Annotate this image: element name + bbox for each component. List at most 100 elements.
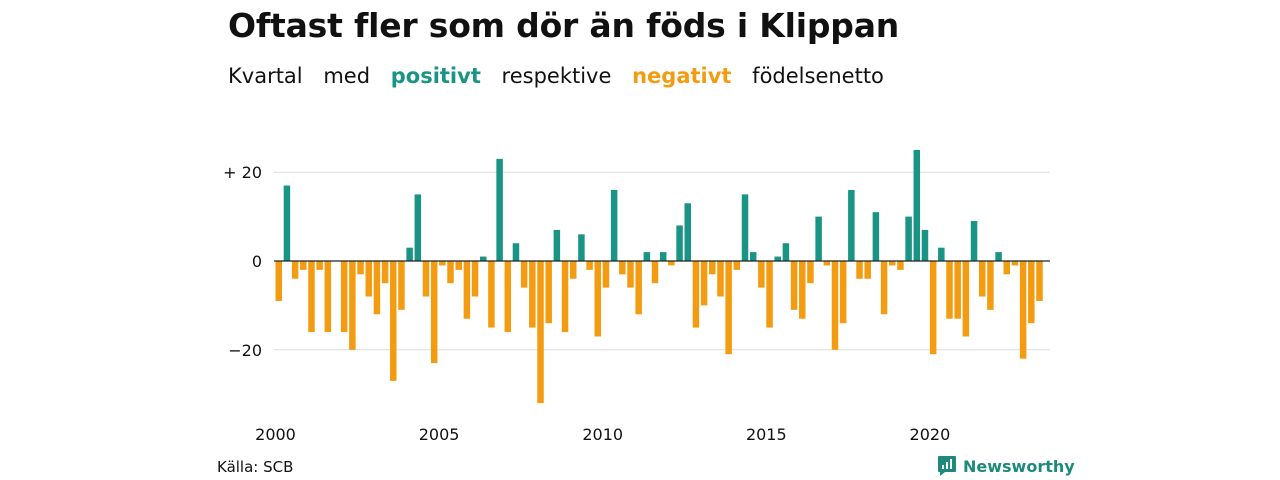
bar	[1028, 261, 1035, 324]
bar	[741, 194, 749, 261]
bar	[496, 158, 503, 261]
bar	[880, 261, 888, 315]
y-tick-label: −20	[228, 341, 262, 360]
bar	[586, 261, 593, 270]
y-tick-label: + 20	[223, 163, 262, 182]
brand-logo[interactable]: Newsworthy	[937, 455, 1075, 477]
bar	[733, 261, 741, 270]
bar	[471, 261, 479, 297]
bar	[381, 261, 389, 284]
bar	[676, 225, 683, 261]
subtitle-part-3: respektive	[501, 64, 612, 88]
x-tick-label: 2005	[419, 425, 460, 444]
bar	[398, 261, 405, 310]
bar	[717, 261, 724, 297]
bar	[561, 261, 569, 333]
bar	[921, 229, 929, 261]
y-axis-labels: + 20 0 −20	[223, 163, 262, 360]
bar	[569, 261, 577, 279]
bar	[938, 247, 945, 261]
source-credit: Källa: SCB	[217, 458, 294, 476]
bar	[422, 261, 430, 297]
bar	[692, 261, 700, 328]
bar	[390, 261, 397, 381]
bar	[414, 194, 422, 261]
bar	[889, 261, 896, 266]
bar	[619, 261, 626, 275]
bar	[594, 261, 602, 337]
bar	[758, 261, 765, 288]
bar	[1011, 261, 1019, 266]
bar	[627, 261, 634, 288]
bar	[340, 261, 348, 333]
bar	[774, 256, 781, 261]
bar	[790, 261, 798, 310]
bar	[406, 247, 413, 261]
bar	[864, 261, 871, 279]
bar	[684, 203, 691, 261]
chart-gridlines	[274, 171, 1050, 351]
bar	[635, 261, 642, 315]
bar	[643, 252, 651, 261]
bar	[480, 256, 487, 261]
bar	[995, 252, 1002, 261]
bar	[766, 261, 773, 328]
bar	[1019, 261, 1027, 359]
bar	[954, 261, 961, 319]
bar	[488, 261, 495, 328]
bar	[512, 243, 520, 261]
bar	[463, 261, 471, 319]
subtitle-part-1: Kvartal	[228, 64, 303, 88]
bar	[651, 261, 659, 284]
bar	[529, 261, 536, 328]
bar	[439, 261, 446, 266]
bar	[668, 261, 675, 266]
bar	[1003, 261, 1011, 275]
y-tick-label: 0	[252, 252, 262, 271]
bar	[839, 261, 847, 324]
bar	[537, 261, 544, 404]
bar	[553, 229, 561, 261]
bar	[978, 261, 986, 297]
bar	[610, 189, 618, 261]
newsworthy-logo-icon	[938, 456, 956, 476]
brand-name: Newsworthy	[963, 456, 1075, 476]
bar	[504, 261, 512, 333]
bar	[913, 150, 921, 261]
bar	[578, 234, 585, 261]
bar	[300, 261, 307, 270]
bar	[700, 261, 708, 306]
bar	[659, 252, 667, 261]
x-tick-label: 2020	[910, 425, 951, 444]
bar	[749, 252, 757, 261]
bar	[725, 261, 732, 355]
bar	[349, 261, 356, 350]
bar	[799, 261, 806, 319]
bar	[308, 261, 315, 333]
bar	[1036, 261, 1043, 301]
bar	[283, 185, 291, 261]
bar	[316, 261, 323, 270]
subtitle-positive-label: positivt	[390, 64, 481, 88]
bar	[987, 261, 994, 310]
subtitle-part-4: födelsenetto	[752, 64, 884, 88]
bar	[831, 261, 839, 350]
bar	[848, 189, 855, 261]
bar	[275, 261, 282, 301]
x-tick-label: 2010	[582, 425, 623, 444]
bar	[929, 261, 937, 355]
bar	[365, 261, 372, 297]
bar	[946, 261, 953, 319]
bar	[856, 261, 863, 279]
bar	[815, 216, 822, 261]
bar	[970, 221, 978, 261]
bar	[324, 261, 332, 333]
bar	[782, 243, 790, 261]
bar	[962, 261, 970, 337]
bar	[545, 261, 552, 324]
chart-bars	[275, 150, 1043, 404]
chart-subtitle: Kvartal med positivt respektive negativt…	[228, 64, 898, 88]
bar	[430, 261, 438, 364]
bar	[807, 261, 814, 284]
subtitle-negative-label: negativt	[632, 64, 732, 88]
